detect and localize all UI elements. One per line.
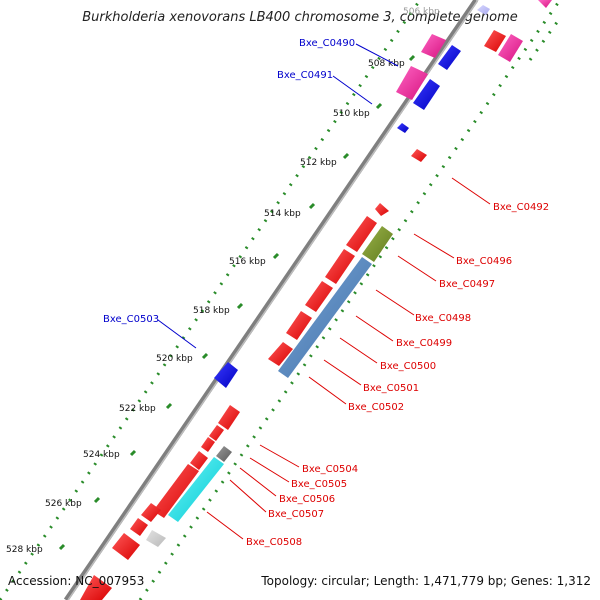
gene-feature-blue-a[interactable] xyxy=(438,45,461,70)
gene-bxe-c0503-arrow[interactable] xyxy=(214,362,238,388)
gene-bxe-c0492-arrow[interactable] xyxy=(411,149,427,162)
gene-feature-lightgrey[interactable] xyxy=(146,530,166,547)
gene-feature-blue-b[interactable] xyxy=(413,79,440,110)
gene-bxe-c0498-arrow[interactable] xyxy=(346,216,377,252)
reverse-strand-genes xyxy=(80,30,523,600)
gene-label-bxe-c0508[interactable]: Bxe_C0508 xyxy=(246,537,302,548)
gene-label-bxe-c0504[interactable]: Bxe_C0504 xyxy=(302,464,358,475)
tick-label-518: 518 kbp xyxy=(193,306,230,316)
gene-label-bxe-c0498[interactable]: Bxe_C0498 xyxy=(415,313,471,324)
tick-label-510: 510 kbp xyxy=(333,109,370,119)
gene-feature-pink-top[interactable] xyxy=(498,34,523,62)
gene-bxe-c0505-block[interactable] xyxy=(216,446,232,462)
gene-label-bxe-c0505[interactable]: Bxe_C0505 xyxy=(291,479,347,490)
gene-feature-blue-c[interactable] xyxy=(397,123,409,133)
gene-feature-red-d[interactable] xyxy=(112,533,140,560)
map-title: Burkholderia xenovorans LB400 chromosome… xyxy=(82,10,518,25)
gene-feature-red-long[interactable] xyxy=(153,464,199,518)
gene-bxe-c0490-arrow[interactable] xyxy=(421,34,446,58)
chromosome-backbone-highlight xyxy=(67,0,479,600)
genome-summary: Topology: circular; Length: 1,471,779 bp… xyxy=(261,574,591,588)
gene-bxe-c0506-arrow[interactable] xyxy=(190,451,208,470)
gene-label-bxe-c0492[interactable]: Bxe_C0492 xyxy=(493,202,549,213)
gene-bxe-c0504-arrow[interactable] xyxy=(201,437,215,452)
tick-ring-outer xyxy=(0,0,422,600)
tick-ring-inner xyxy=(138,0,562,600)
forward-label-leaders xyxy=(157,43,399,349)
gene-feature-red-mid[interactable] xyxy=(268,342,293,366)
gene-label-bxe-c0506[interactable]: Bxe_C0506 xyxy=(279,494,335,505)
gene-feature-red-c[interactable] xyxy=(130,518,148,536)
gene-label-bxe-c0491[interactable]: Bxe_C0491 xyxy=(277,70,333,81)
tick-label-512: 512 kbp xyxy=(300,158,337,168)
tick-label-508: 508 kbp xyxy=(368,59,405,69)
gene-feature-red-a[interactable] xyxy=(218,405,240,430)
gene-label-bxe-c0501[interactable]: Bxe_C0501 xyxy=(363,383,419,394)
kbp-tick-labels: 506 kbp 508 kbp 510 kbp 512 kbp 514 kbp … xyxy=(6,7,440,555)
gene-bxe-c0501-arrow[interactable] xyxy=(286,311,312,340)
gene-bxe-c0500-arrow[interactable] xyxy=(305,281,333,312)
gene-bxe-c0496-arrow[interactable] xyxy=(375,203,389,216)
reverse-gene-labels: Bxe_C0492 Bxe_C0496 Bxe_C0497 Bxe_C0498 … xyxy=(246,202,549,548)
gene-label-bxe-c0496[interactable]: Bxe_C0496 xyxy=(456,256,512,267)
tick-label-516: 516 kbp xyxy=(229,257,266,267)
gene-label-bxe-c0490[interactable]: Bxe_C0490 xyxy=(299,38,355,49)
gene-bxe-c0497-block[interactable] xyxy=(362,226,393,262)
gene-feature-red-b[interactable] xyxy=(209,425,224,441)
gene-label-bxe-c0500[interactable]: Bxe_C0500 xyxy=(380,361,436,372)
tick-label-514: 514 kbp xyxy=(264,209,301,219)
gene-bxe-c0491-arrow[interactable] xyxy=(396,66,428,100)
reverse-label-leaders xyxy=(206,177,491,540)
gene-feature-red-top[interactable] xyxy=(484,30,506,52)
gene-bxe-c0502-block[interactable] xyxy=(278,257,372,378)
gene-label-bxe-c0503[interactable]: Bxe_C0503 xyxy=(103,314,159,325)
gene-label-bxe-c0497[interactable]: Bxe_C0497 xyxy=(439,279,495,290)
tick-label-528: 528 kbp xyxy=(6,545,43,555)
tick-label-526: 526 kbp xyxy=(45,499,82,509)
tick-label-520: 520 kbp xyxy=(156,354,193,364)
major-ticks xyxy=(58,54,416,551)
forward-strand-genes xyxy=(214,0,552,388)
tick-label-522: 522 kbp xyxy=(119,404,156,414)
tick-ring-far xyxy=(528,17,562,61)
gene-feature-lavender[interactable] xyxy=(477,5,490,15)
accession-label: Accession: NC_007953 xyxy=(8,574,145,588)
tick-label-524: 524 kbp xyxy=(83,450,120,460)
gene-bxe-c0508-arrow[interactable] xyxy=(141,503,161,522)
gene-bxe-c0507-block[interactable] xyxy=(168,457,224,522)
gene-feature-magenta-top[interactable] xyxy=(538,0,552,8)
gene-label-bxe-c0502[interactable]: Bxe_C0502 xyxy=(348,402,404,413)
gene-bxe-c0499-arrow[interactable] xyxy=(325,249,355,284)
gene-label-bxe-c0507[interactable]: Bxe_C0507 xyxy=(268,509,324,520)
forward-gene-labels: Bxe_C0490 Bxe_C0491 Bxe_C0503 xyxy=(103,38,355,325)
gene-feature-red-e[interactable] xyxy=(80,575,112,600)
tick-label-506: 506 kbp xyxy=(403,7,440,17)
chromosome-backbone xyxy=(63,0,479,600)
gene-label-bxe-c0499[interactable]: Bxe_C0499 xyxy=(396,338,452,349)
